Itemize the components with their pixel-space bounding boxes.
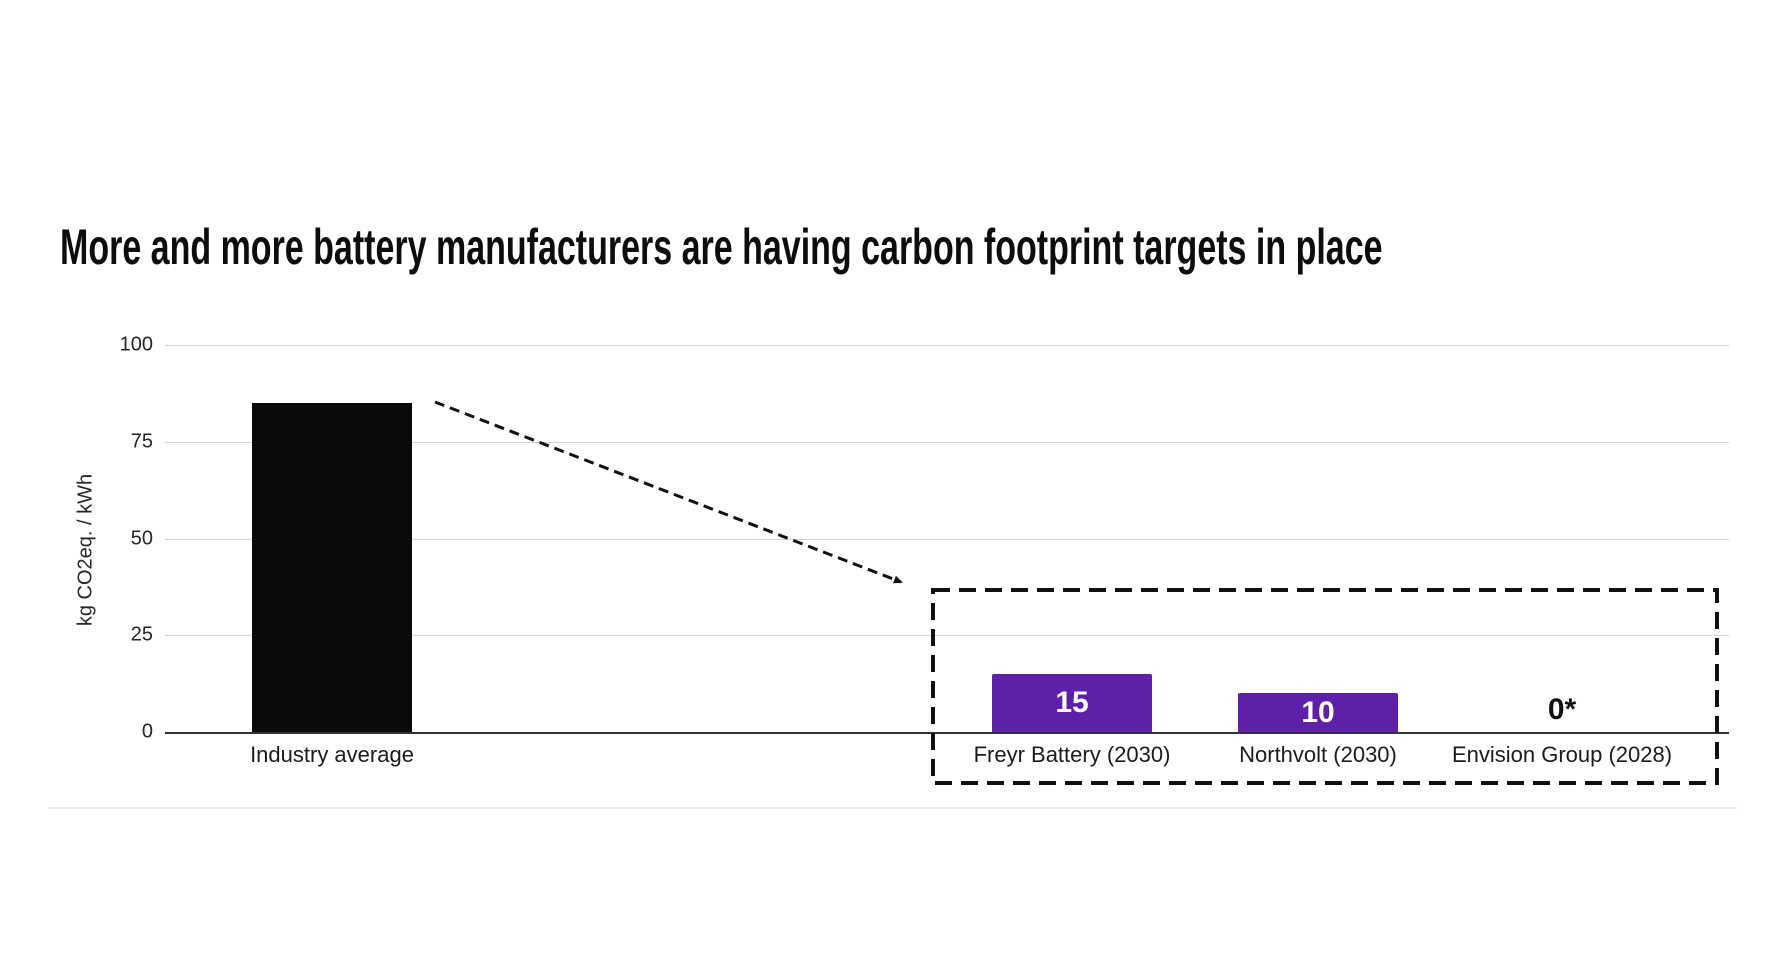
bar-northvolt-2030: 10 [1238,693,1398,732]
bar-value-label-freyr-battery-2030: 15 [1055,686,1089,719]
y-tick-label-50: 50 [130,527,153,550]
bar-value-label-northvolt-2030: 10 [1301,695,1335,729]
bar-freyr-battery-2030: 15 [992,674,1152,732]
y-tick-label-75: 75 [130,430,153,453]
bar-industry-average [252,403,412,732]
gridline-75 [165,442,1729,443]
y-tick-label-25: 25 [130,623,153,646]
x-category-label-freyr-battery-2030: Freyr Battery (2030) [973,742,1171,767]
bottom-separator-line [48,807,1737,809]
y-tick-label-100: 100 [119,333,153,356]
x-axis-line [165,732,1729,734]
x-category-label-industry-average: Industry average [250,742,414,767]
gridline-100 [165,345,1729,346]
y-tick-label-0: 0 [141,720,153,743]
gridline-50 [165,539,1729,540]
x-category-label-northvolt-2030: Northvolt (2030) [1239,742,1397,767]
bar-value-label-envision-group-2028: 0* [1547,693,1577,726]
trend-arrow [434,400,903,584]
page-title: More and more battery manufacturers are … [60,219,1383,275]
x-category-label-envision-group-2028: Envision Group (2028) [1451,742,1673,767]
